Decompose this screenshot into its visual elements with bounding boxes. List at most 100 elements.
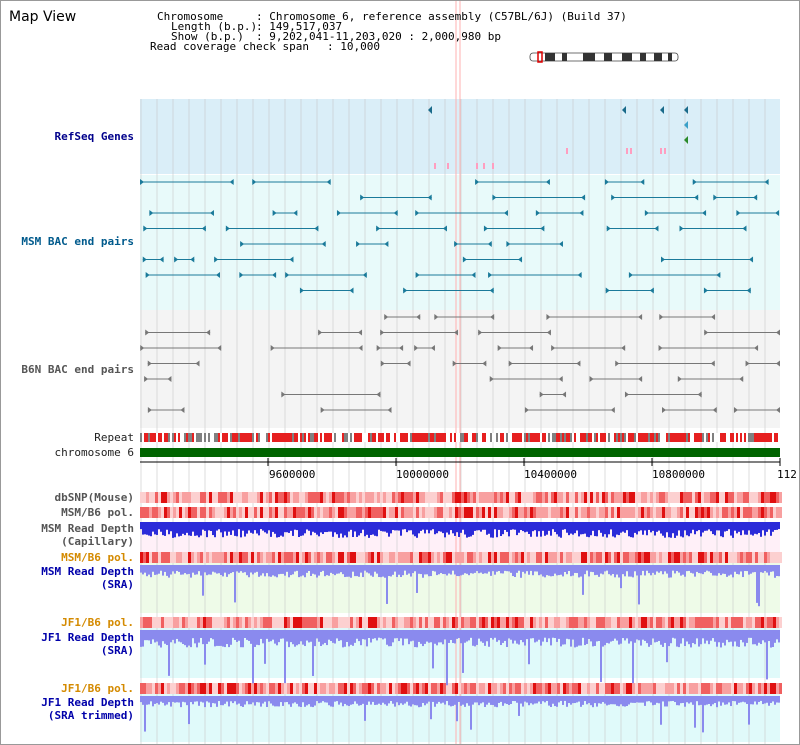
- capillary-depth-bar: [388, 522, 390, 537]
- jf1-pol2-heat: [701, 683, 704, 694]
- track-label-msm-depth-sra[interactable]: MSM Read Depth: [41, 565, 134, 578]
- jf1-trim-depth-bar: [726, 696, 728, 705]
- jf1-pol-heat: [302, 617, 305, 628]
- msm-pol-heat: [191, 507, 194, 518]
- capillary-depth-bar: [184, 522, 186, 536]
- repeat-block: [254, 433, 256, 442]
- track-label-msm-depth-cap[interactable]: MSM Read Depth: [41, 522, 134, 535]
- repeat-block: [590, 433, 592, 442]
- track-label-dbsnp[interactable]: dbSNP(Mouse): [54, 491, 134, 504]
- dbsnp-heat: [461, 492, 464, 503]
- jf1-pol2-heat: [602, 683, 605, 694]
- msm-pol2-heat: [518, 552, 521, 563]
- b6n-bac-pair-end: [320, 407, 325, 413]
- capillary-depth-bar: [196, 522, 198, 536]
- msm-pol-heat: [563, 507, 566, 518]
- gene-glyph: [684, 136, 688, 144]
- jf1-sra-depth-bar: [358, 630, 360, 642]
- msm-pol2-heat: [236, 552, 239, 563]
- repeat-block: [708, 433, 710, 442]
- repeat-block: [328, 433, 330, 442]
- dbsnp-heat: [176, 492, 179, 503]
- msm-sra-depth-bar: [606, 565, 608, 571]
- msm-sra-depth-bar: [262, 565, 264, 574]
- msm-pol2-heat: [386, 552, 389, 563]
- jf1-sra-depth-bar: [742, 630, 744, 643]
- msm-pol-heat: [737, 507, 740, 518]
- track-label-chromosome[interactable]: chromosome 6: [54, 446, 134, 459]
- jf1-pol-heat: [710, 617, 713, 628]
- repeat-block: [200, 433, 202, 442]
- jf1-sra-depth-bar: [700, 630, 702, 645]
- jf1-pol-heat: [440, 617, 443, 628]
- jf1-pol2-heat: [368, 683, 371, 694]
- msm-sra-depth-bar: [280, 565, 282, 574]
- repeat-block: [644, 433, 646, 442]
- track-label-msm-b6-pol-2[interactable]: MSM/B6 pol.: [61, 551, 134, 564]
- jf1-pol-heat: [524, 617, 527, 628]
- msm-sra-depth-bar: [708, 565, 710, 572]
- msm-sra-depth-bar: [292, 565, 294, 575]
- repeat-block: [756, 433, 758, 442]
- msm-sra-depth-bar: [678, 565, 680, 573]
- jf1-sra-depth-bar: [676, 630, 678, 647]
- capillary-depth-bar: [762, 522, 764, 531]
- msm-pol2-heat: [755, 552, 758, 563]
- msm-sra-depth-bar: [148, 565, 150, 575]
- msm-sra-depth-bar: [464, 565, 466, 574]
- jf1-sra-depth-bar: [380, 630, 382, 639]
- track-label-msm-bac[interactable]: MSM BAC end pairs: [21, 235, 134, 248]
- msm-sra-depth-bar: [276, 565, 278, 578]
- capillary-depth-bar: [500, 522, 502, 537]
- msm-sra-depth-bar: [290, 565, 292, 576]
- jf1-pol-heat: [542, 617, 545, 628]
- track-label-jf1-b6-pol-2[interactable]: JF1/B6 pol.: [61, 682, 134, 695]
- jf1-pol2-heat: [575, 683, 578, 694]
- gene-glyph: [428, 106, 432, 114]
- jf1-trim-depth-bar: [156, 696, 158, 704]
- jf1-pol2-heat: [620, 683, 623, 694]
- repeat-block: [146, 433, 148, 442]
- b6n-bac-pair-end: [711, 314, 716, 320]
- msm-sra-depth-bar: [428, 565, 430, 577]
- capillary-depth-bar: [180, 522, 182, 536]
- jf1-pol2-heat: [470, 683, 473, 694]
- msm-sra-depth-bar: [186, 565, 188, 575]
- jf1-pol2-heat: [359, 683, 362, 694]
- track-label-b6n-bac[interactable]: B6N BAC end pairs: [21, 363, 134, 376]
- msm-sra-depth-bar: [228, 565, 230, 575]
- jf1-trim-depth-bar: [436, 696, 438, 704]
- msm-pol-heat: [452, 507, 455, 518]
- capillary-depth-bar: [440, 522, 442, 532]
- track-label-msm-b6-pol[interactable]: MSM/B6 pol.: [61, 506, 134, 519]
- repeat-block: [560, 433, 562, 442]
- msm-sra-depth-bar: [454, 565, 456, 575]
- jf1-pol-heat: [662, 617, 665, 628]
- track-label-refseq[interactable]: RefSeq Genes: [54, 130, 134, 143]
- capillary-depth-bar: [162, 522, 164, 536]
- repeat-block: [158, 433, 160, 442]
- capillary-depth-bar: [140, 522, 142, 530]
- msm-pol2-heat: [158, 552, 161, 563]
- jf1-sra-depth-bar: [202, 630, 204, 645]
- jf1-pol-heat: [203, 617, 206, 628]
- jf1-pol2-heat: [317, 683, 320, 694]
- capillary-depth-bar: [772, 522, 774, 532]
- jf1-sra-depth-bar: [524, 630, 526, 646]
- track-label-jf1-depth-sra[interactable]: JF1 Read Depth: [41, 631, 134, 644]
- track-label-jf1-depth-trim[interactable]: JF1 Read Depth: [41, 696, 134, 709]
- repeat-block: [546, 433, 548, 442]
- dbsnp-heat: [188, 492, 191, 503]
- dbsnp-heat: [524, 492, 527, 503]
- track-label-jf1-b6-pol[interactable]: JF1/B6 pol.: [61, 616, 134, 629]
- capillary-depth-bar: [758, 522, 760, 533]
- msm-pol-heat: [218, 507, 221, 518]
- msm-pol-heat: [548, 507, 551, 518]
- jf1-trim-depth-bar: [606, 696, 608, 706]
- capillary-depth-bar: [268, 522, 270, 531]
- track-label-repeat[interactable]: Repeat: [94, 431, 134, 444]
- repeat-block: [182, 433, 184, 442]
- repeat-block: [690, 433, 692, 442]
- jf1-pol-heat: [614, 617, 617, 628]
- msm-pol2-heat: [251, 552, 254, 563]
